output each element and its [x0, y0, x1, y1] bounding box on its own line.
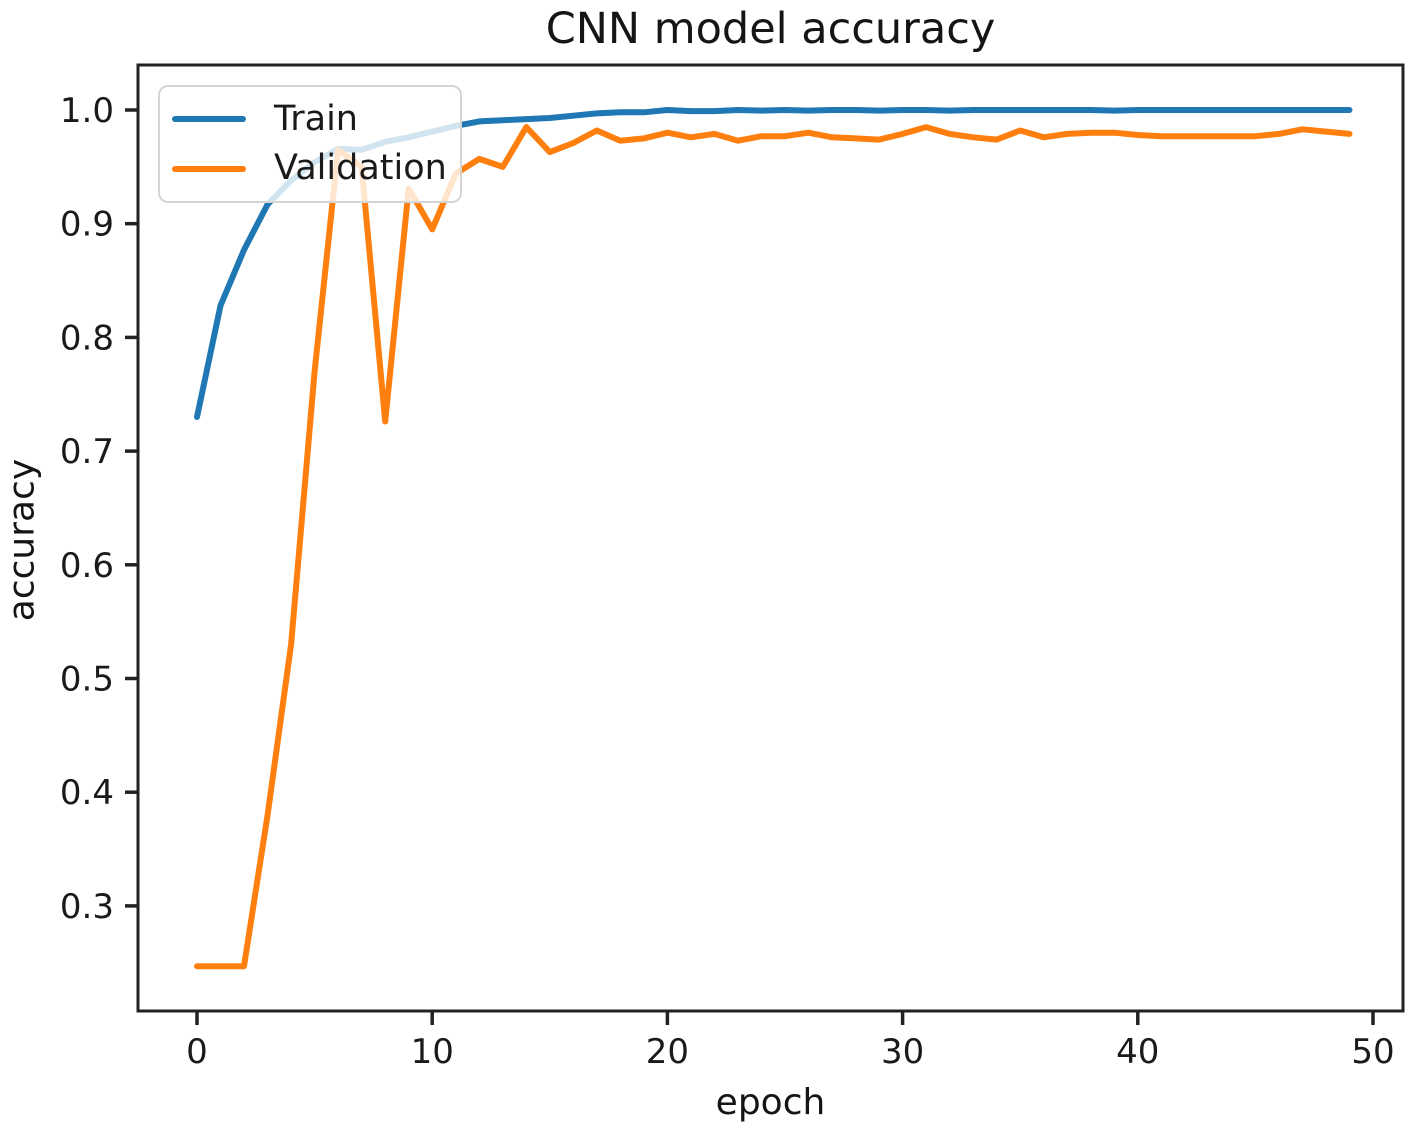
x-tick-label: 30 — [881, 1032, 924, 1072]
x-tick-label: 20 — [646, 1032, 689, 1072]
validation-line — [194, 124, 1353, 970]
y-tick-label: 0.5 — [60, 660, 114, 700]
x-tick-label: 0 — [186, 1032, 208, 1072]
y-tick-label: 0.3 — [60, 887, 114, 927]
y-tick-label: 0.8 — [60, 318, 114, 358]
legend-label-train: Train — [274, 98, 358, 139]
chart-title: CNN model accuracy — [545, 4, 996, 54]
train-line-sample-icon — [172, 116, 246, 123]
legend-label-validation: Validation — [274, 148, 447, 189]
y-tick-label: 0.4 — [60, 773, 114, 813]
x-axis-label: epoch — [715, 1082, 826, 1123]
x-tick-label: 40 — [1116, 1032, 1159, 1072]
x-tick-label: 50 — [1351, 1032, 1394, 1072]
legend-item-validation: Validation — [172, 151, 460, 186]
y-tick-label: 0.7 — [60, 432, 114, 472]
legend-item-train: Train — [172, 98, 460, 139]
y-tick-label: 0.6 — [60, 546, 114, 586]
x-tick-label: 10 — [411, 1032, 454, 1072]
plot-frame — [136, 63, 1405, 1013]
y-tick-label: 0.9 — [60, 205, 114, 245]
legend: Train Validation — [158, 85, 462, 203]
y-tick-label: 1.0 — [60, 91, 114, 131]
y-axis-label: accuracy — [1, 458, 43, 622]
validation-line-sample-icon — [172, 165, 246, 172]
